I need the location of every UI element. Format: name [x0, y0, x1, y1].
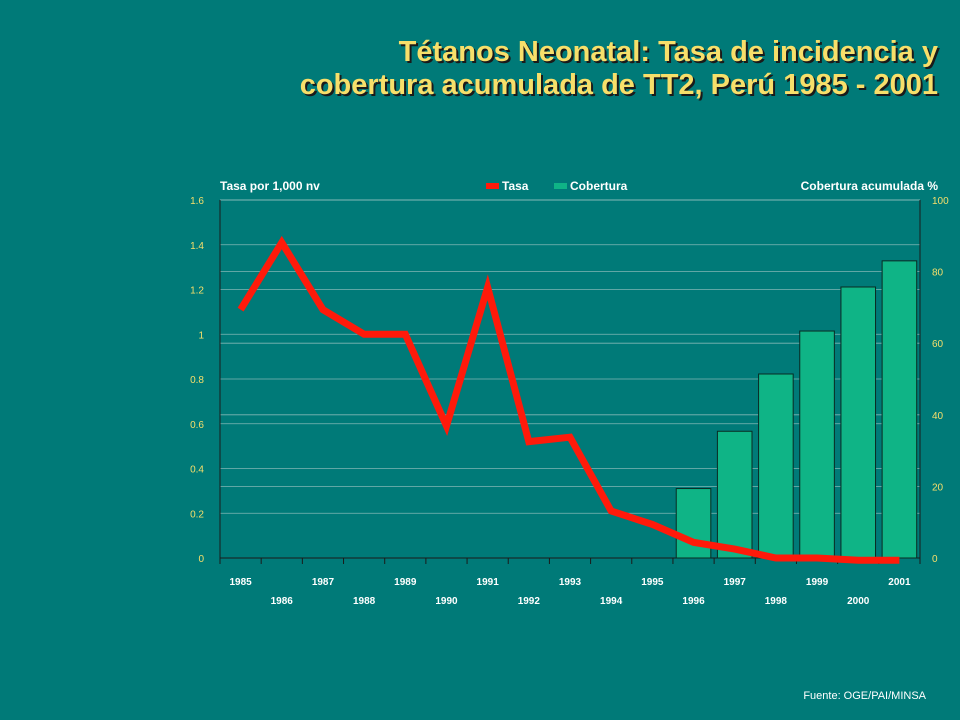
y-right-tick-label: 80 — [932, 268, 944, 279]
title-line-2: cobertura acumulada de TT2, Perú 1985 - … — [299, 69, 938, 101]
x-tick-label: 1990 — [435, 596, 458, 607]
cobertura-bar — [799, 330, 835, 559]
y-right-tick-label: 60 — [932, 339, 944, 350]
y-right-tick-label: 0 — [932, 554, 938, 565]
x-tick-label: 1991 — [477, 577, 500, 588]
y-right-tick-label: 100 — [932, 196, 949, 207]
x-tick-label: 2001 — [888, 577, 911, 588]
cobertura-bar — [881, 260, 918, 559]
y-left-tick-label: 0.4 — [190, 465, 204, 476]
title-line-1: Tétanos Neonatal: Tasa de incidencia y — [398, 36, 938, 68]
x-tick-label: 1997 — [724, 577, 747, 588]
x-tick-label: 1995 — [641, 577, 664, 588]
page-title: Tétanos Neonatal: Tasa de incidencia y c… — [300, 36, 938, 102]
y-left-tick-label: 0.2 — [190, 509, 204, 520]
x-tick-label: 1993 — [559, 577, 582, 588]
x-tick-label: 1987 — [312, 577, 335, 588]
y-right-tick-label: 40 — [932, 411, 944, 422]
y-right-axis-title: Cobertura acumulada % — [801, 179, 939, 193]
x-tick-label: 1998 — [765, 596, 788, 607]
x-tick-label: 1992 — [518, 596, 541, 607]
x-tick-label: 1994 — [600, 596, 623, 607]
legend-label-tasa: Tasa — [502, 179, 529, 193]
y-left-tick-label: 1 — [198, 330, 204, 341]
x-tick-label: 1989 — [394, 577, 417, 588]
cobertura-bar — [758, 373, 794, 559]
y-left-axis-title: Tasa por 1,000 nv — [220, 179, 320, 193]
y-left-tick-label: 0.8 — [190, 375, 204, 386]
source-note: Fuente: OGE/PAI/MINSA — [803, 690, 926, 702]
y-left-tick-label: 1.2 — [190, 286, 204, 297]
y-left-tick-label: 0 — [198, 554, 204, 565]
x-tick-label: 1986 — [271, 596, 294, 607]
x-tick-label: 2000 — [847, 596, 870, 607]
y-right-tick-label: 20 — [932, 482, 944, 493]
y-left-tick-label: 0.6 — [190, 420, 204, 431]
x-tick-label: 1985 — [229, 577, 252, 588]
y-left-tick-label: 1.6 — [190, 196, 204, 207]
cobertura-bar — [716, 430, 753, 559]
x-tick-label: 1988 — [353, 596, 376, 607]
cobertura-bar — [840, 286, 877, 559]
legend-swatch-cobertura — [554, 183, 567, 189]
x-tick-label: 1999 — [806, 577, 829, 588]
legend-label-cobertura: Cobertura — [570, 179, 628, 193]
y-left-tick-label: 1.4 — [190, 241, 204, 252]
legend-swatch-tasa — [486, 183, 499, 189]
x-tick-label: 1996 — [682, 596, 705, 607]
